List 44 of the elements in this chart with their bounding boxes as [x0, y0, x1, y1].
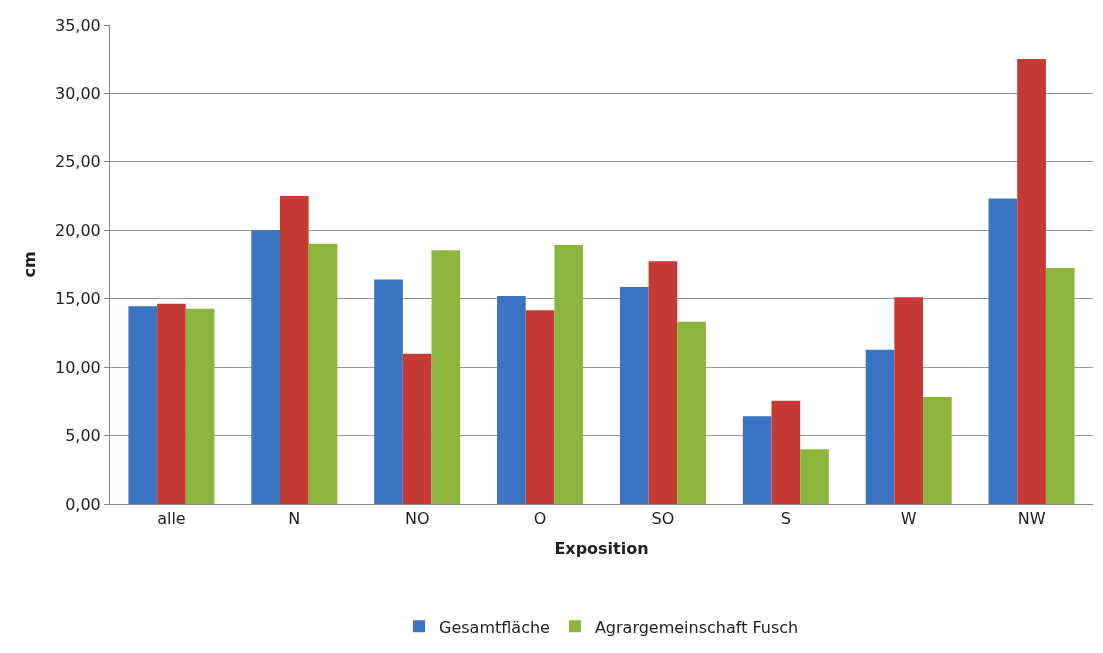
legend-label: Agrargemeinschaft Fusch: [594, 617, 799, 637]
bar: [279, 196, 309, 504]
bar: [742, 416, 772, 504]
x-tick-label: S: [780, 509, 791, 529]
x-tick-label: NO: [404, 509, 430, 529]
x-tick-label: alle: [157, 509, 186, 529]
bar: [157, 303, 186, 504]
x-tick-label: NW: [1017, 509, 1046, 529]
bar: [497, 295, 526, 504]
y-tick-label: 10,00: [54, 357, 101, 377]
y-tick-label: 5,00: [65, 426, 101, 446]
y-tick-label: 25,00: [54, 152, 101, 172]
bar: [185, 308, 215, 504]
x-tick-label: O: [533, 509, 547, 529]
y-tick-label: 20,00: [54, 220, 101, 240]
bar: [525, 310, 555, 504]
y-tick-label: 30,00: [54, 84, 101, 104]
bar: [374, 279, 403, 504]
bar: [648, 261, 678, 504]
legend-label: Gesamtfläche: [439, 617, 550, 637]
x-tick-label: SO: [651, 509, 675, 529]
bar: [251, 230, 280, 504]
bar: [771, 400, 801, 504]
x-tick-label: W: [900, 509, 917, 529]
bar: [619, 286, 649, 504]
bar: [677, 321, 706, 504]
bar: [923, 396, 952, 504]
y-tick-label: 15,00: [54, 289, 101, 309]
x-axis-title: Exposition: [554, 538, 649, 558]
bar: [894, 297, 924, 504]
y-axis-title: cm: [19, 251, 39, 278]
bar: [431, 250, 461, 504]
bar: [128, 306, 158, 504]
bar: [1017, 59, 1046, 504]
x-tick-label: N: [288, 509, 301, 529]
bar: [800, 449, 829, 504]
y-tick-label: 0,00: [65, 494, 101, 514]
y-tick-label: 35,00: [54, 15, 101, 35]
bar: [402, 353, 432, 504]
bar: [308, 243, 338, 504]
bar: [554, 245, 584, 504]
bar: [865, 349, 895, 504]
bar: [1045, 268, 1075, 504]
bar: [988, 198, 1018, 504]
